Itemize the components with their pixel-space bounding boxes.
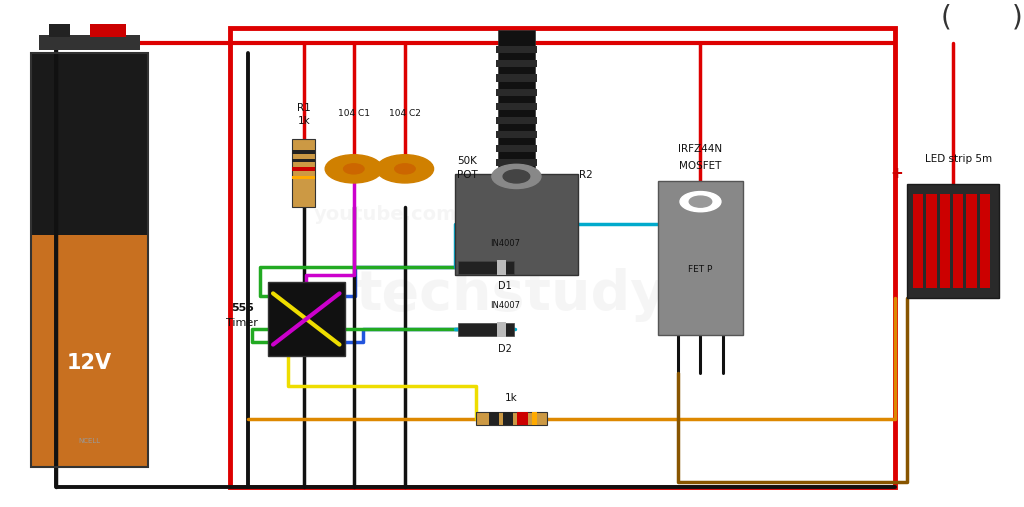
Text: IN4007: IN4007 bbox=[490, 238, 520, 247]
Bar bbox=[268, 282, 345, 355]
Bar bbox=[497, 260, 506, 275]
Bar bbox=[531, 412, 537, 425]
Circle shape bbox=[503, 170, 529, 183]
Bar bbox=[496, 131, 537, 138]
Bar bbox=[31, 235, 148, 466]
Bar bbox=[90, 24, 126, 37]
Bar bbox=[293, 176, 315, 179]
Bar bbox=[967, 194, 977, 288]
Bar bbox=[496, 159, 537, 166]
Bar bbox=[496, 46, 537, 53]
Bar bbox=[503, 412, 513, 425]
Text: ): ) bbox=[1012, 4, 1023, 31]
Bar bbox=[39, 35, 140, 50]
Text: LED strip 5m: LED strip 5m bbox=[925, 154, 991, 164]
Circle shape bbox=[344, 164, 365, 174]
Text: IN4007: IN4007 bbox=[490, 301, 520, 310]
Text: Timer: Timer bbox=[226, 318, 258, 328]
Text: +: + bbox=[891, 166, 903, 182]
Bar bbox=[496, 117, 537, 124]
Circle shape bbox=[492, 164, 541, 189]
Bar bbox=[293, 150, 315, 154]
Bar bbox=[517, 412, 527, 425]
Circle shape bbox=[394, 164, 415, 174]
Bar bbox=[657, 182, 743, 336]
Text: NCELL: NCELL bbox=[79, 439, 100, 445]
Text: D1: D1 bbox=[499, 281, 512, 292]
Bar bbox=[49, 24, 70, 37]
Text: R2: R2 bbox=[579, 170, 593, 180]
Bar bbox=[475, 412, 547, 425]
Bar bbox=[498, 30, 535, 174]
Circle shape bbox=[326, 155, 382, 183]
Bar bbox=[496, 75, 537, 82]
Text: 104 C1: 104 C1 bbox=[338, 109, 370, 118]
Bar bbox=[913, 194, 924, 288]
Text: 104 C2: 104 C2 bbox=[389, 109, 421, 118]
Bar bbox=[496, 60, 537, 67]
Bar bbox=[230, 27, 895, 487]
Bar bbox=[293, 167, 315, 171]
Bar bbox=[953, 194, 964, 288]
Bar bbox=[907, 184, 999, 298]
Text: 50K: 50K bbox=[458, 156, 477, 166]
Text: techstudy: techstudy bbox=[355, 268, 667, 322]
Text: FET P: FET P bbox=[688, 265, 713, 274]
Bar bbox=[455, 174, 578, 275]
Text: 1k: 1k bbox=[505, 393, 518, 404]
Bar bbox=[458, 261, 514, 274]
Text: R1: R1 bbox=[297, 103, 310, 113]
Bar bbox=[496, 103, 537, 110]
Circle shape bbox=[680, 192, 721, 212]
Bar bbox=[31, 53, 148, 235]
Text: MOSFET: MOSFET bbox=[679, 161, 722, 171]
Bar bbox=[488, 412, 499, 425]
Text: 1k: 1k bbox=[297, 116, 310, 126]
Circle shape bbox=[689, 196, 712, 207]
Text: (: ( bbox=[940, 4, 951, 31]
Text: POT: POT bbox=[457, 170, 478, 180]
Text: 12V: 12V bbox=[67, 353, 112, 373]
Bar bbox=[458, 323, 514, 336]
Bar bbox=[496, 145, 537, 152]
Bar bbox=[980, 194, 990, 288]
Bar bbox=[293, 159, 315, 162]
Text: IRFZ44N: IRFZ44N bbox=[679, 143, 723, 154]
Bar bbox=[31, 53, 148, 466]
Text: youtube.com/: youtube.com/ bbox=[313, 205, 464, 224]
Text: 555: 555 bbox=[231, 303, 254, 313]
Bar bbox=[940, 194, 950, 288]
Bar bbox=[293, 138, 315, 207]
Bar bbox=[496, 89, 537, 96]
Text: D2: D2 bbox=[499, 344, 512, 353]
Circle shape bbox=[376, 155, 433, 183]
Bar bbox=[927, 194, 937, 288]
Bar bbox=[497, 322, 506, 337]
